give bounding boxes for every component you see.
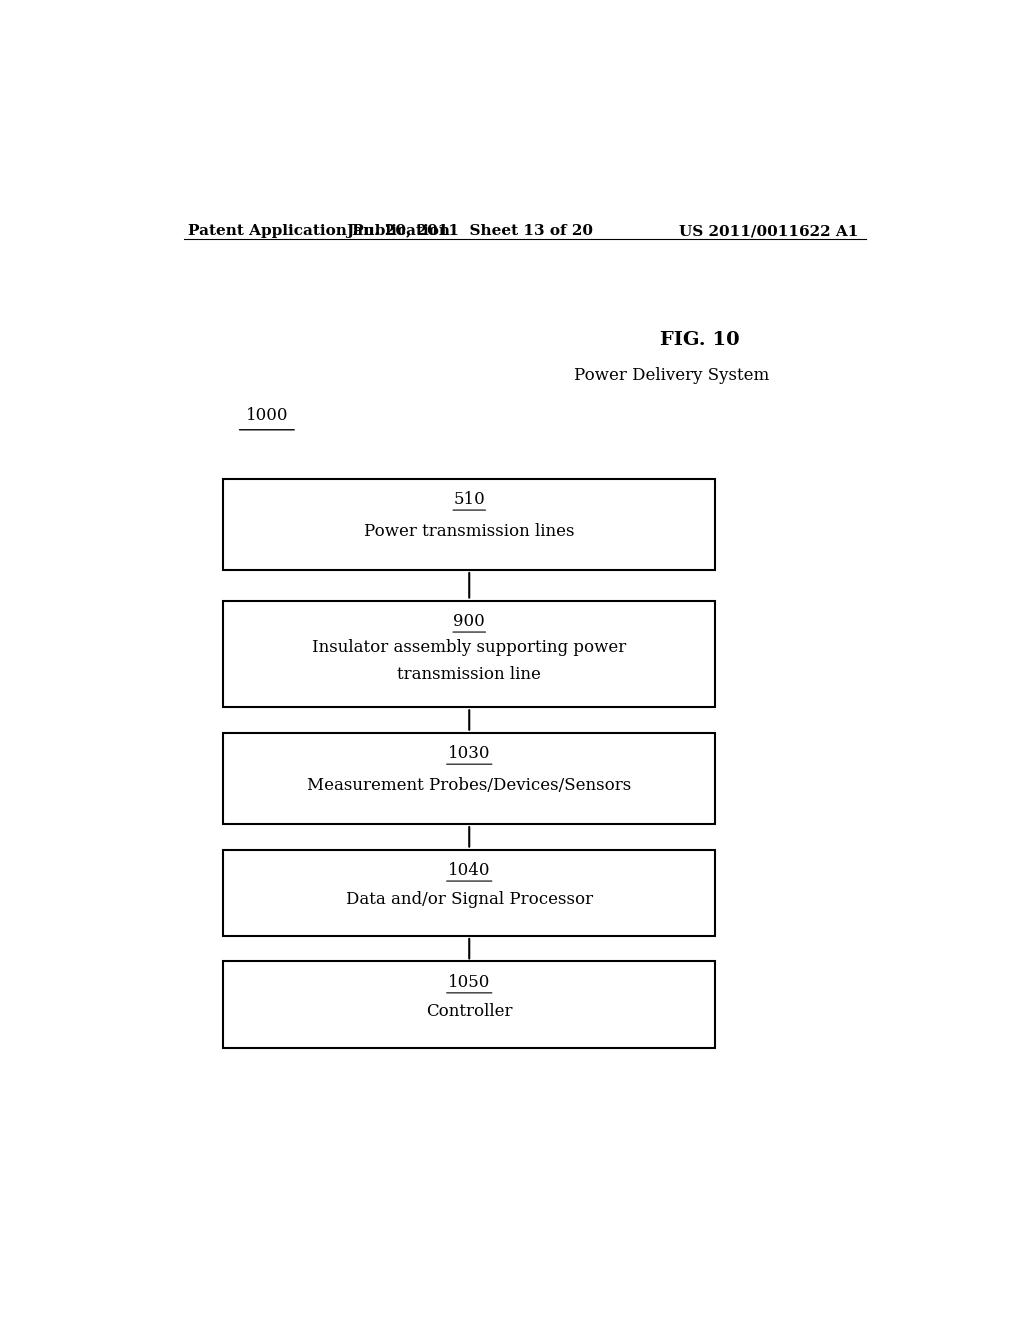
FancyBboxPatch shape xyxy=(223,479,715,570)
Text: 1050: 1050 xyxy=(449,974,490,990)
Text: 900: 900 xyxy=(454,612,485,630)
Text: Controller: Controller xyxy=(426,1003,512,1020)
Text: FIG. 10: FIG. 10 xyxy=(659,331,739,350)
Text: US 2011/0011622 A1: US 2011/0011622 A1 xyxy=(679,224,858,239)
Text: transmission line: transmission line xyxy=(397,665,542,682)
Text: 1030: 1030 xyxy=(447,744,490,762)
Text: 1000: 1000 xyxy=(246,408,288,425)
Text: Power transmission lines: Power transmission lines xyxy=(364,523,574,540)
FancyBboxPatch shape xyxy=(223,733,715,824)
Text: Jan. 20, 2011  Sheet 13 of 20: Jan. 20, 2011 Sheet 13 of 20 xyxy=(346,224,593,239)
Text: 1040: 1040 xyxy=(447,862,490,879)
Text: Measurement Probes/Devices/Sensors: Measurement Probes/Devices/Sensors xyxy=(307,777,632,795)
FancyBboxPatch shape xyxy=(223,850,715,936)
Text: Insulator assembly supporting power: Insulator assembly supporting power xyxy=(312,639,627,656)
Text: Data and/or Signal Processor: Data and/or Signal Processor xyxy=(346,891,593,908)
FancyBboxPatch shape xyxy=(223,961,715,1048)
Text: Power Delivery System: Power Delivery System xyxy=(574,367,769,384)
Text: Patent Application Publication: Patent Application Publication xyxy=(187,224,450,239)
Text: 510: 510 xyxy=(454,491,485,508)
FancyBboxPatch shape xyxy=(223,601,715,708)
